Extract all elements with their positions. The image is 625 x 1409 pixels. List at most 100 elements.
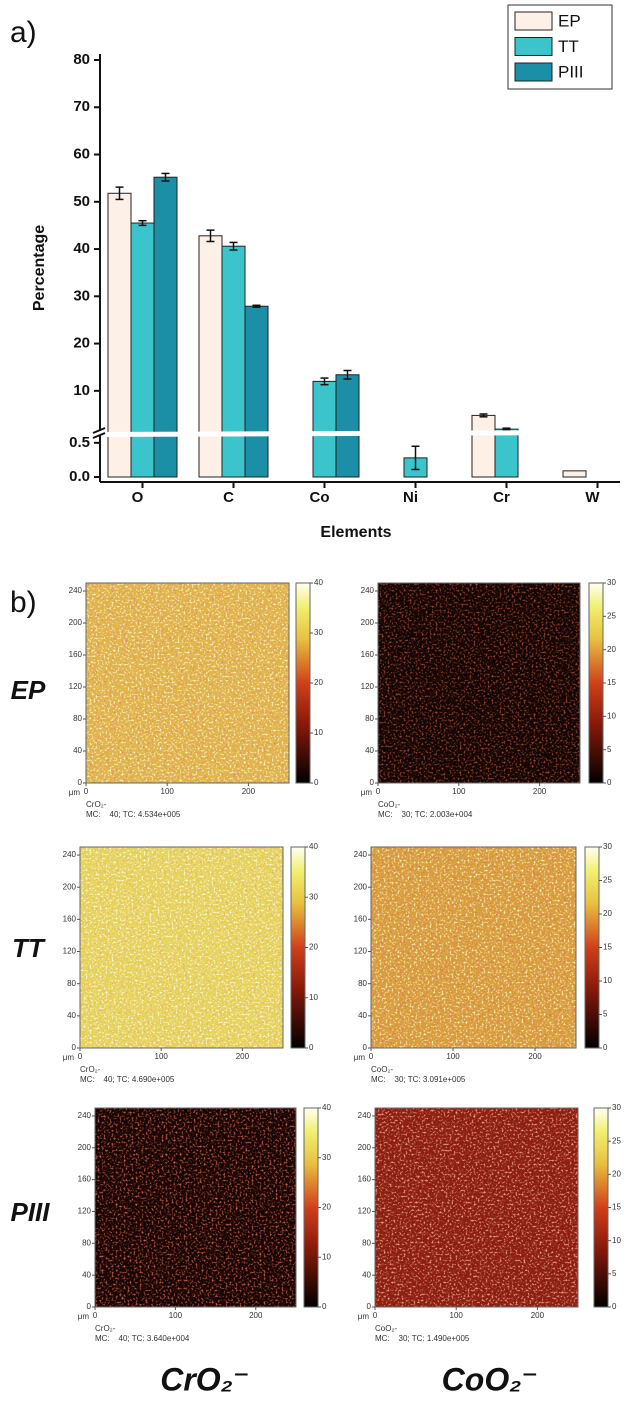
y-tick-label: 240: [63, 850, 77, 859]
y-tick-label: 200: [361, 618, 375, 627]
colorbar-tick-label: 30: [309, 892, 318, 901]
heatmap-texture: [378, 583, 580, 783]
x-tick-label: 0: [376, 787, 381, 796]
x-tick-label: 0: [369, 1052, 374, 1061]
colorbar-tick-label: 30: [314, 628, 323, 637]
column-label: CrO₂⁻: [160, 1361, 250, 1397]
x-unit: μm: [361, 788, 373, 797]
y-tick-label: 0: [367, 1302, 372, 1311]
x-tick-label: 100: [155, 1052, 169, 1061]
colorbar-tick-label: 0: [607, 778, 612, 787]
y-tick-label: 80: [67, 979, 76, 988]
heatmap-texture: [80, 847, 283, 1048]
y-tick-label: 120: [69, 682, 83, 691]
colorbar-tick-label: 20: [607, 645, 616, 654]
heatmap-texture: [95, 1108, 296, 1307]
x-tick-label: 100: [169, 1311, 183, 1320]
y-tick-label: 240: [78, 1111, 92, 1120]
y-tick-label: 200: [354, 882, 368, 891]
map-caption: MC: 40; TC: 4.534e+005: [86, 810, 181, 819]
x-tick-label: 0: [84, 787, 89, 796]
heatmap-frame: [79, 846, 284, 1049]
colorbar-tick-label: 15: [603, 943, 612, 952]
y-tick-label: 40: [82, 1270, 91, 1279]
map-caption: MC: 30; TC: 3.091e+005: [371, 1075, 466, 1084]
colorbar: [290, 846, 306, 1049]
y-tick-label: 60: [73, 145, 90, 162]
colorbar-tick-label: 5: [607, 745, 612, 754]
y-tick-label: 120: [358, 1207, 372, 1216]
y-tick-label: 160: [63, 914, 77, 923]
y-tick-label: 80: [73, 714, 82, 723]
panel-label: b): [10, 586, 37, 619]
x-tick-label: C: [223, 489, 234, 506]
x-tick-label: 100: [452, 787, 466, 796]
y-tick-label: 40: [73, 240, 90, 257]
x-tick-label: 100: [450, 1311, 464, 1320]
y-tick-label: 80: [82, 1238, 91, 1247]
x-unit: μm: [69, 788, 81, 797]
colorbar-tick-label: 30: [612, 1103, 621, 1112]
y-tick-label: 40: [73, 746, 82, 755]
error-bar: [320, 377, 329, 386]
x-tick-label: 200: [531, 1311, 545, 1320]
x-tick-label: 200: [533, 787, 547, 796]
y-tick-label: 10: [73, 382, 90, 399]
y-tick-label: 120: [361, 682, 375, 691]
legend-label: TT: [558, 37, 579, 56]
colorbar-tick-label: 10: [322, 1252, 331, 1261]
error-bar: [343, 369, 352, 380]
y-tick-label: 240: [358, 1111, 372, 1120]
legend-swatch: [514, 62, 553, 82]
colorbar-tick-label: 30: [322, 1153, 331, 1162]
y-tick-label: 240: [354, 850, 368, 859]
colorbar-tick-label: 25: [612, 1136, 621, 1145]
y-tick-label: 160: [78, 1175, 92, 1184]
x-tick-label: O: [132, 489, 144, 506]
x-tick-label: 200: [236, 1052, 250, 1061]
error-bar: [138, 219, 147, 227]
x-unit: μm: [78, 1312, 90, 1321]
map-caption: MC: 40; TC: 4.690e+005: [80, 1075, 175, 1084]
legend-label: PIII: [558, 62, 584, 81]
x-unit: μm: [358, 1312, 370, 1321]
x-tick-label: Ni: [403, 489, 418, 506]
error-bar: [229, 241, 238, 251]
y-tick-label: 70: [73, 98, 90, 115]
colorbar-tick-label: 20: [309, 943, 318, 952]
colorbar-tick-label: 20: [612, 1169, 621, 1178]
row-label: EP: [11, 675, 46, 705]
error-bar: [161, 172, 170, 182]
colorbar: [588, 582, 604, 784]
colorbar-tick-label: 10: [612, 1236, 621, 1245]
map-name: CrO₂-: [86, 800, 107, 809]
x-unit: μm: [63, 1053, 75, 1062]
error-bar: [252, 304, 261, 308]
heatmap-frame: [377, 582, 581, 784]
y-tick-label: 160: [69, 650, 83, 659]
x-tick-label: 200: [249, 1311, 263, 1320]
heatmap-frame: [370, 846, 577, 1049]
colorbar-tick-label: 5: [612, 1269, 617, 1278]
colorbar-tick-label: 20: [322, 1203, 331, 1212]
bar: [335, 374, 360, 478]
map-caption: MC: 40; TC: 3.640e+004: [95, 1334, 190, 1343]
y-tick-label: 120: [63, 947, 77, 956]
colorbar-tick-label: 20: [603, 909, 612, 918]
y-tick-label: 0: [370, 778, 375, 787]
y-tick-label: 50: [73, 193, 90, 210]
map-caption: MC: 30; TC: 2.003e+004: [378, 810, 473, 819]
heatmap-frame: [374, 1107, 579, 1308]
y-axis-label: Percentage: [31, 225, 48, 311]
error-bar: [206, 229, 215, 243]
heatmap-frame: [85, 582, 290, 784]
axis-break-mark: [92, 432, 106, 439]
error-bar: [115, 186, 124, 201]
error-bar: [502, 427, 511, 431]
colorbar: [295, 582, 311, 784]
y-tick-label: 120: [78, 1207, 92, 1216]
colorbar-tick-label: 0: [603, 1043, 608, 1052]
legend-label: EP: [558, 11, 581, 30]
